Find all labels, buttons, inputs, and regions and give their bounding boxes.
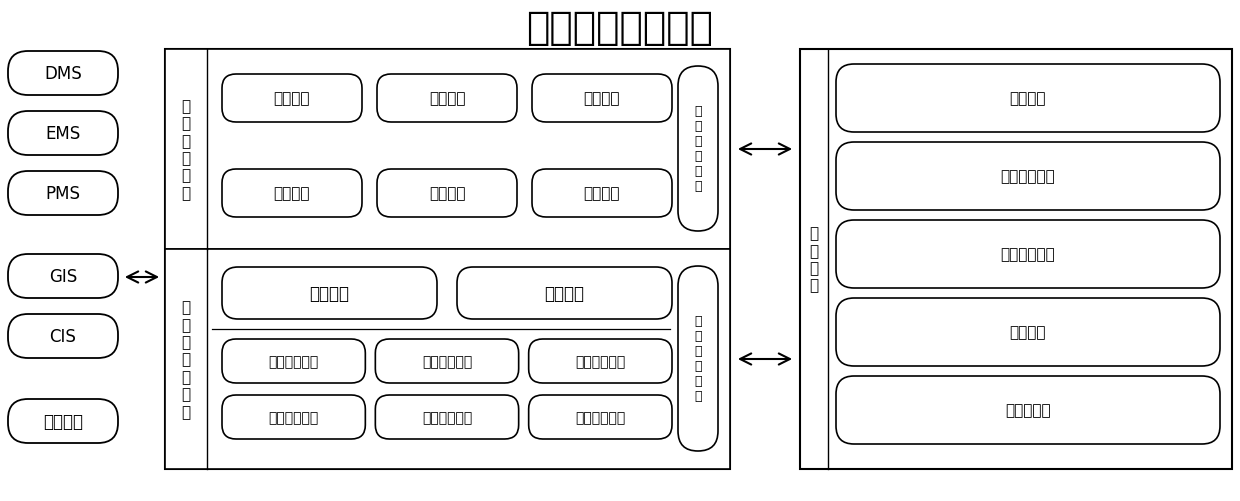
Text: 准
实
时
数
据
中
心: 准 实 时 数 据 中 心 (181, 300, 191, 419)
FancyBboxPatch shape (222, 395, 366, 439)
FancyBboxPatch shape (222, 75, 362, 123)
Text: PMS: PMS (46, 185, 81, 202)
Text: 配电网运检驾驶舱: 配电网运检驾驶舱 (527, 9, 713, 47)
Text: DMS: DMS (45, 65, 82, 83)
Text: CIS: CIS (50, 327, 77, 345)
FancyBboxPatch shape (222, 339, 366, 383)
FancyBboxPatch shape (836, 220, 1220, 289)
Text: 日志管理: 日志管理 (429, 91, 465, 106)
FancyBboxPatch shape (7, 314, 118, 358)
Text: 服
务
代
理
接
口: 服 务 代 理 接 口 (694, 105, 702, 193)
Text: 应
用
中
心: 应 用 中 心 (810, 226, 818, 293)
Text: 统一模型: 统一模型 (544, 285, 584, 303)
Text: 用采系统: 用采系统 (43, 412, 83, 430)
FancyBboxPatch shape (678, 267, 718, 451)
Text: 用户用电信息: 用户用电信息 (269, 410, 319, 424)
FancyBboxPatch shape (7, 112, 118, 156)
FancyBboxPatch shape (836, 143, 1220, 210)
FancyBboxPatch shape (222, 170, 362, 217)
FancyBboxPatch shape (836, 299, 1220, 366)
FancyBboxPatch shape (7, 399, 118, 443)
Text: EMS: EMS (46, 125, 81, 143)
Text: 配置管理: 配置管理 (584, 91, 620, 106)
Text: 设备地理信息: 设备地理信息 (422, 410, 472, 424)
FancyBboxPatch shape (836, 376, 1220, 444)
Bar (165, 50, 730, 469)
FancyBboxPatch shape (532, 75, 672, 123)
Text: 低电压管理: 低电压管理 (1006, 403, 1050, 418)
FancyBboxPatch shape (528, 395, 672, 439)
FancyBboxPatch shape (377, 75, 517, 123)
Text: 用户档案信息: 用户档案信息 (575, 410, 625, 424)
FancyBboxPatch shape (678, 67, 718, 231)
Bar (165, 50, 730, 249)
Text: 服务管理: 服务管理 (274, 91, 310, 106)
Text: 权限管理: 权限管理 (584, 186, 620, 201)
Text: 线路运行监视: 线路运行监视 (1001, 247, 1055, 262)
Text: 设备台帐信息: 设备台帐信息 (575, 354, 625, 368)
Bar (165, 249, 730, 469)
Text: 服
务
管
理
中
心: 服 务 管 理 中 心 (181, 99, 191, 200)
FancyBboxPatch shape (7, 255, 118, 299)
Text: 配网运行信息: 配网运行信息 (269, 354, 319, 368)
FancyBboxPatch shape (458, 268, 672, 319)
FancyBboxPatch shape (376, 395, 518, 439)
FancyBboxPatch shape (222, 268, 436, 319)
FancyBboxPatch shape (7, 52, 118, 96)
Text: 配网模型信息: 配网模型信息 (422, 354, 472, 368)
Text: 统
一
访
问
接
口: 统 一 访 问 接 口 (694, 315, 702, 403)
FancyBboxPatch shape (377, 170, 517, 217)
FancyBboxPatch shape (376, 339, 518, 383)
FancyBboxPatch shape (528, 339, 672, 383)
Bar (800, 50, 1233, 469)
FancyBboxPatch shape (836, 65, 1220, 133)
Text: 组织管理: 组织管理 (274, 186, 310, 201)
Text: 角色管理: 角色管理 (429, 186, 465, 201)
Text: 精益调度: 精益调度 (1009, 91, 1047, 106)
Text: 台区运行监视: 台区运行监视 (1001, 169, 1055, 184)
FancyBboxPatch shape (532, 170, 672, 217)
Text: 线损管理: 线损管理 (1009, 325, 1047, 340)
Text: 数据校验: 数据校验 (310, 285, 350, 303)
Text: GIS: GIS (48, 268, 77, 286)
FancyBboxPatch shape (7, 172, 118, 215)
